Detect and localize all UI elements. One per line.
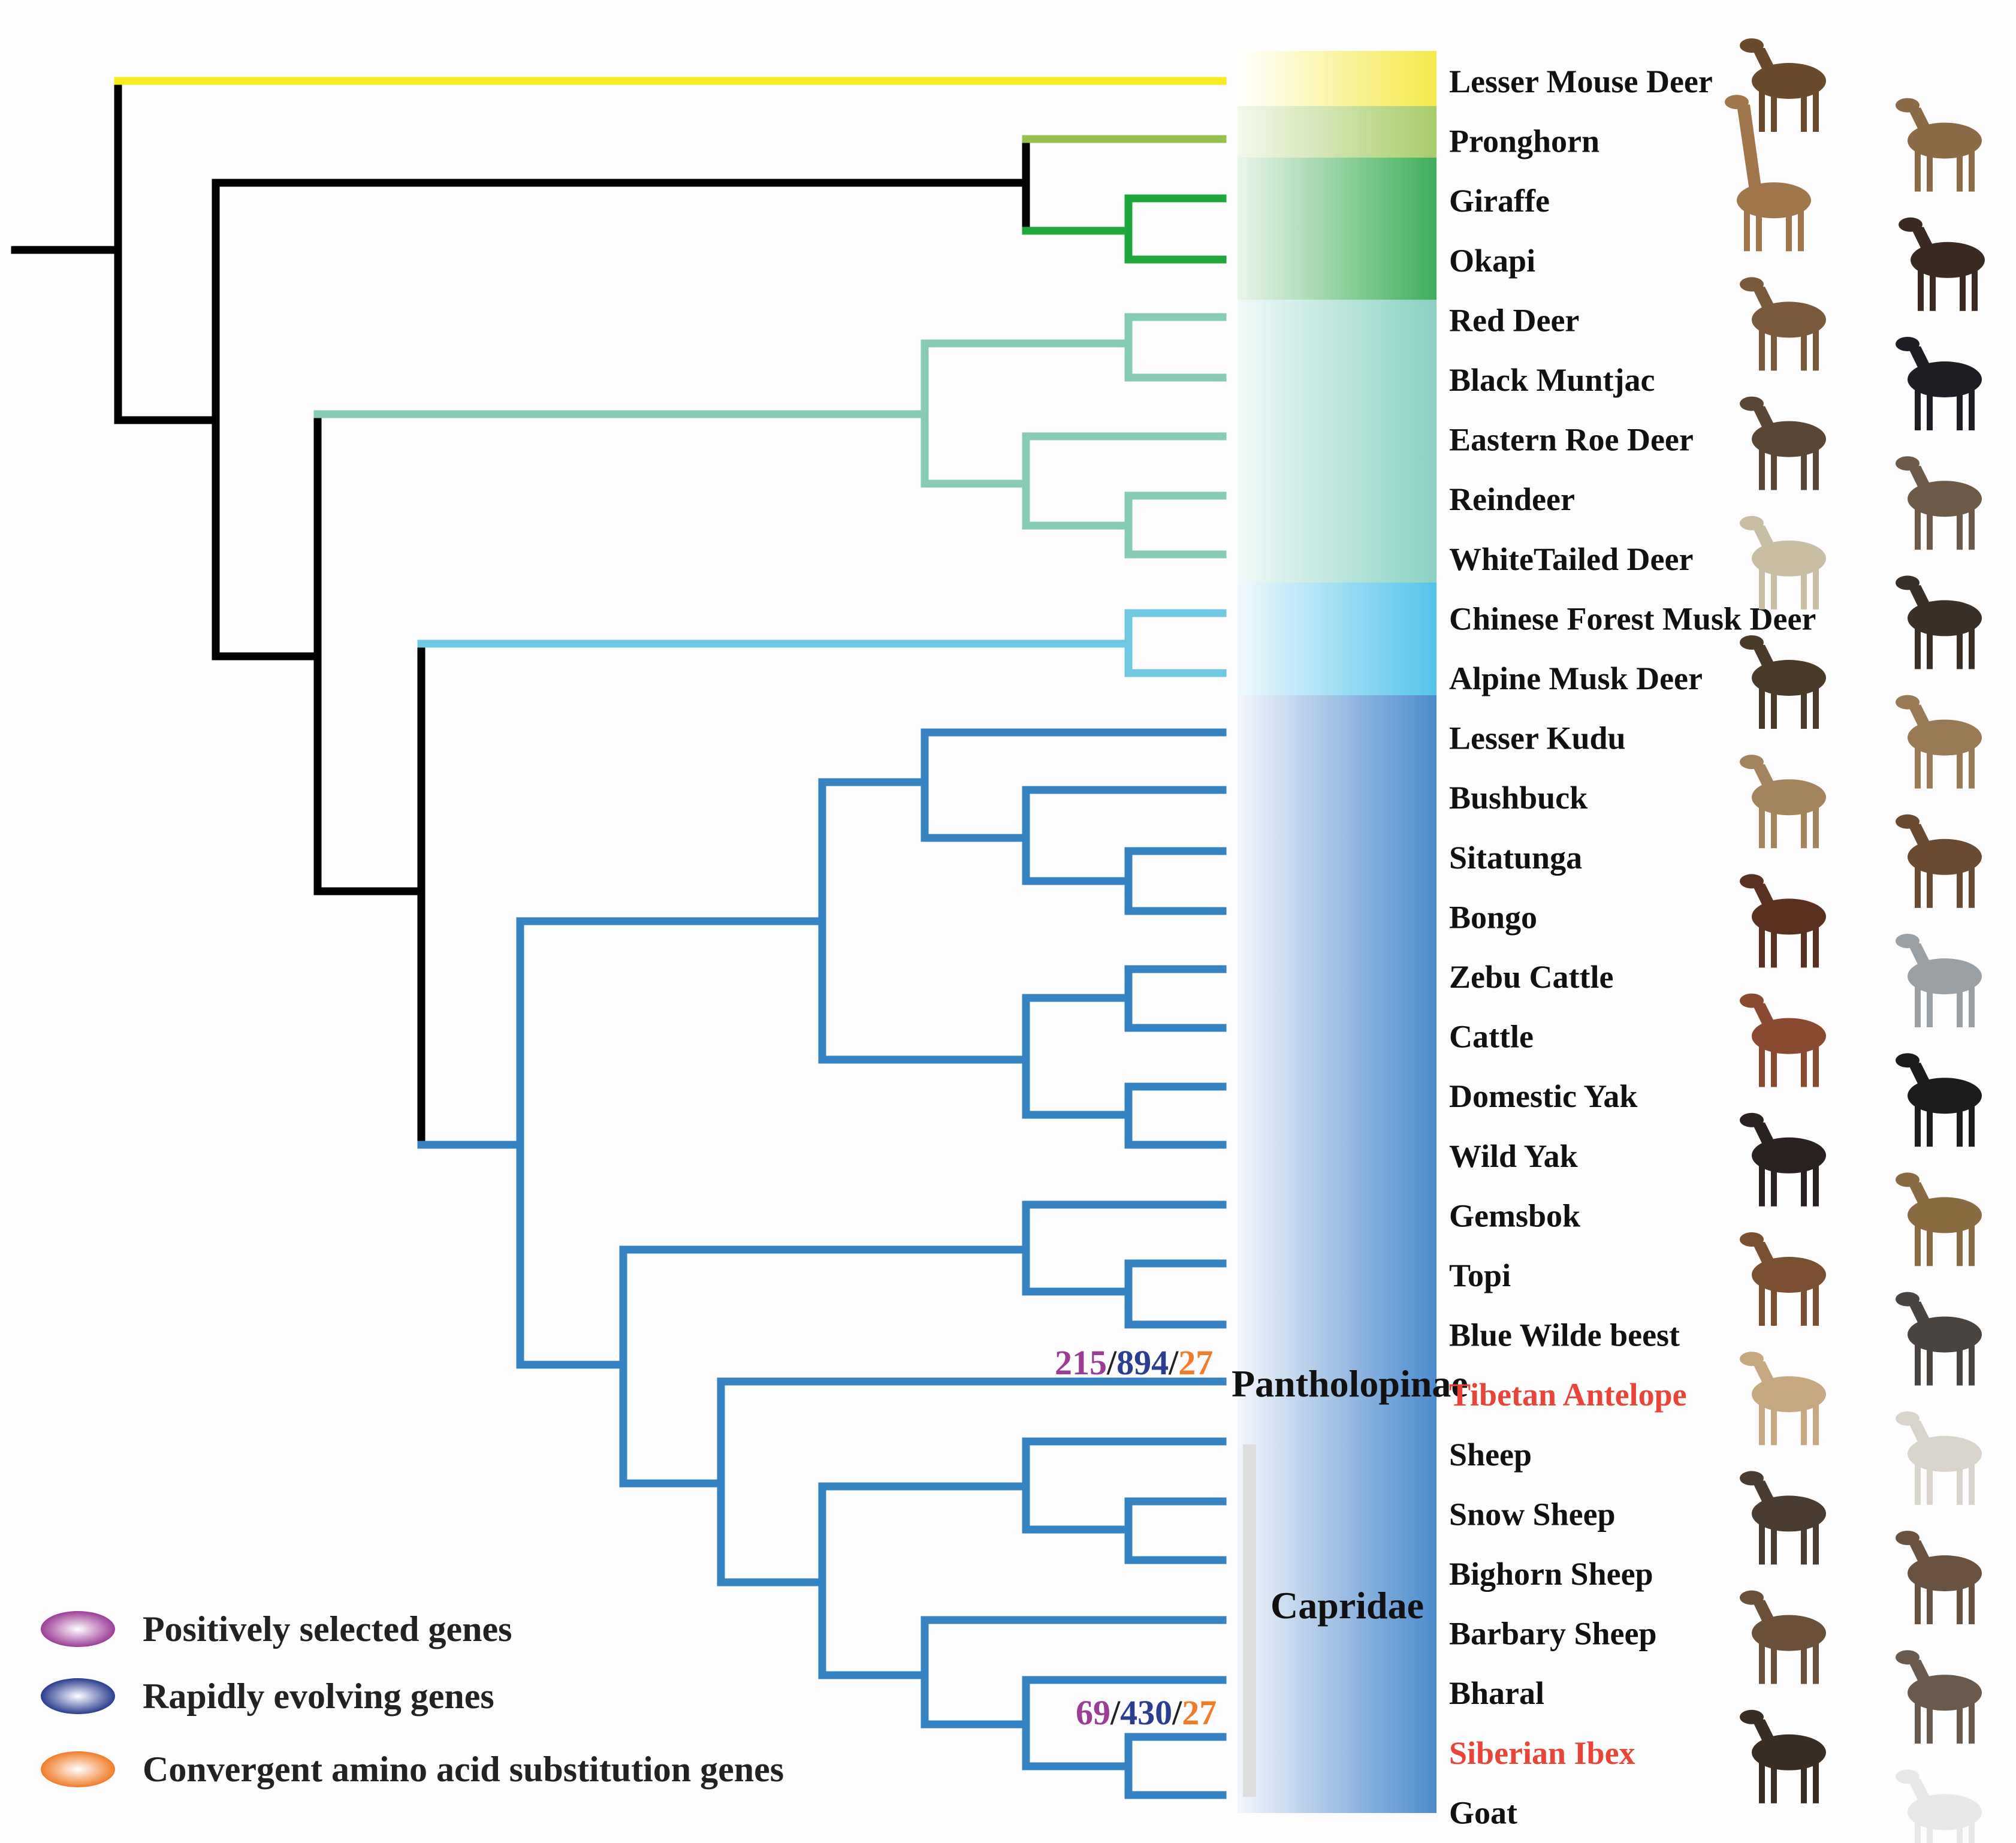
branch-moschidae: [417, 609, 1227, 677]
taxon-label: Alpine Musk Deer: [1449, 660, 1703, 696]
taxon-label: WhiteTailed Deer: [1449, 541, 1693, 577]
goat-icon: [1896, 1769, 1982, 1843]
band-antilocapridae: [1238, 106, 1436, 158]
branch-backbone-2: [114, 179, 220, 660]
taxon-label: Snow Sheep: [1449, 1496, 1616, 1532]
roe-deer-icon: [1740, 396, 1826, 490]
sitatunga-icon: [1896, 814, 1982, 908]
taxon-labels: Lesser Mouse Deer Pronghorn Giraffe Okapi Re…: [1449, 64, 1816, 1830]
bighorn-icon: [1896, 1531, 1982, 1624]
taxon-label: Sheep: [1449, 1437, 1532, 1473]
siberian-ibex-icon: [1740, 1709, 1826, 1803]
taxon-label: Red Deer: [1449, 302, 1579, 338]
capridae-label: Capridae: [1270, 1584, 1424, 1627]
clade-bands: [1238, 51, 1436, 1813]
bushbuck-icon: [1740, 755, 1826, 849]
giraffe-icon: [1725, 95, 1811, 252]
phylogenetic-tree: [11, 77, 1227, 1799]
siberian-ibex-gene-counts: 69/430/27: [1076, 1693, 1217, 1732]
ibex-rapid-count: 430: [1120, 1693, 1172, 1732]
wild-yak-icon: [1740, 1112, 1826, 1206]
sheep-icon: [1896, 1411, 1982, 1505]
taxon-label: Gemsbok: [1449, 1198, 1580, 1233]
ibex-positive-count: 69: [1076, 1693, 1110, 1732]
band-giraffidae: [1238, 158, 1436, 300]
red-deer-icon: [1740, 277, 1826, 371]
barbary-sheep-icon: [1740, 1590, 1826, 1684]
wildebeest-icon: [1896, 1292, 1982, 1386]
taxon-label: Domestic Yak: [1449, 1078, 1637, 1114]
taxon-label: Siberian Ibex: [1449, 1735, 1635, 1771]
taxon-label: Blue Wilde beest: [1449, 1317, 1680, 1353]
rapidly-evolving-swatch: [41, 1678, 115, 1714]
taxon-label: Wild Yak: [1449, 1138, 1578, 1174]
capridae-bracket: [1243, 1444, 1256, 1797]
band-cervidae: [1238, 300, 1436, 583]
topi-icon: [1740, 1232, 1826, 1326]
zebu-icon: [1896, 934, 1982, 1027]
pantholopinae-label: Pantholopinae: [1232, 1362, 1468, 1405]
taxon-label: Bharal: [1449, 1675, 1544, 1711]
branch-cervidae: [313, 313, 1227, 559]
taxon-label: Bushbuck: [1449, 780, 1588, 816]
taxon-label: Cattle: [1449, 1019, 1534, 1055]
tibetan-antelope-gene-counts: 215/894/27: [1055, 1343, 1213, 1382]
taxon-label: Black Muntjac: [1449, 362, 1655, 398]
forest-musk-deer-icon: [1896, 575, 1982, 669]
alpine-musk-deer-icon: [1740, 635, 1826, 729]
positively-selected-swatch: [41, 1611, 115, 1647]
snow-sheep-icon: [1740, 1471, 1826, 1565]
tibetan-antelope-icon: [1740, 1352, 1826, 1446]
mouse-deer-icon: [1740, 38, 1826, 132]
white-tailed-deer-icon: [1740, 515, 1826, 610]
okapi-icon: [1899, 217, 1985, 311]
branch-pecora-rest: [212, 410, 322, 895]
branch-pecora-giraffomorpha: [212, 135, 1030, 235]
band-tragulidae: [1238, 51, 1436, 106]
legend-convergent: Convergent amino acid substitution genes: [143, 1750, 784, 1789]
bharal-icon: [1896, 1650, 1982, 1744]
taxon-label: Lesser Kudu: [1449, 720, 1626, 756]
taxon-label: Lesser Mouse Deer: [1449, 64, 1713, 99]
tibetan-rapid-count: 894: [1116, 1343, 1169, 1382]
domestic-yak-icon: [1896, 1053, 1982, 1147]
taxon-label: Bighorn Sheep: [1449, 1556, 1653, 1592]
taxon-label: Pronghorn: [1449, 123, 1599, 159]
taxon-label: Goat: [1449, 1794, 1517, 1830]
taxon-label: Zebu Cattle: [1449, 959, 1613, 995]
taxon-label: Barbary Sheep: [1449, 1616, 1657, 1652]
legend-rapidly-evolving: Rapidly evolving genes: [143, 1676, 494, 1716]
black-muntjac-icon: [1896, 337, 1982, 430]
pronghorn-icon: [1896, 98, 1982, 192]
reindeer-icon: [1896, 456, 1982, 550]
convergent-swatch: [41, 1751, 115, 1787]
branch-giraffidae: [1022, 194, 1227, 264]
taxon-label: Bongo: [1449, 899, 1537, 935]
cattle-icon: [1740, 993, 1826, 1087]
band-bovidae: [1238, 695, 1436, 1813]
taxon-label: Topi: [1449, 1257, 1511, 1293]
animal-illustrations: [1725, 38, 1985, 1843]
branch-moschidae-bovidae: [313, 640, 425, 1149]
legend-positively-selected: Positively selected genes: [143, 1609, 512, 1649]
bongo-icon: [1740, 874, 1826, 968]
legend: Positively selected genes Rapidly evolvi…: [41, 1609, 784, 1789]
lesser-kudu-icon: [1896, 695, 1982, 789]
ibex-convergent-count: 27: [1182, 1693, 1217, 1732]
taxon-label: Okapi: [1449, 243, 1535, 279]
taxon-label: Sitatunga: [1449, 840, 1582, 876]
tibetan-positive-count: 215: [1055, 1343, 1107, 1382]
branch-bovidae: [417, 728, 1227, 1799]
gemsbok-icon: [1896, 1172, 1982, 1266]
tibetan-convergent-count: 27: [1178, 1343, 1213, 1382]
taxon-label: Reindeer: [1449, 481, 1575, 517]
taxon-label: Tibetan Antelope: [1449, 1377, 1687, 1413]
band-moschidae: [1238, 583, 1436, 695]
taxon-label: Chinese Forest Musk Deer: [1449, 601, 1816, 637]
taxon-label: Giraffe: [1449, 183, 1550, 219]
taxon-label: Eastern Roe Deer: [1449, 422, 1694, 458]
